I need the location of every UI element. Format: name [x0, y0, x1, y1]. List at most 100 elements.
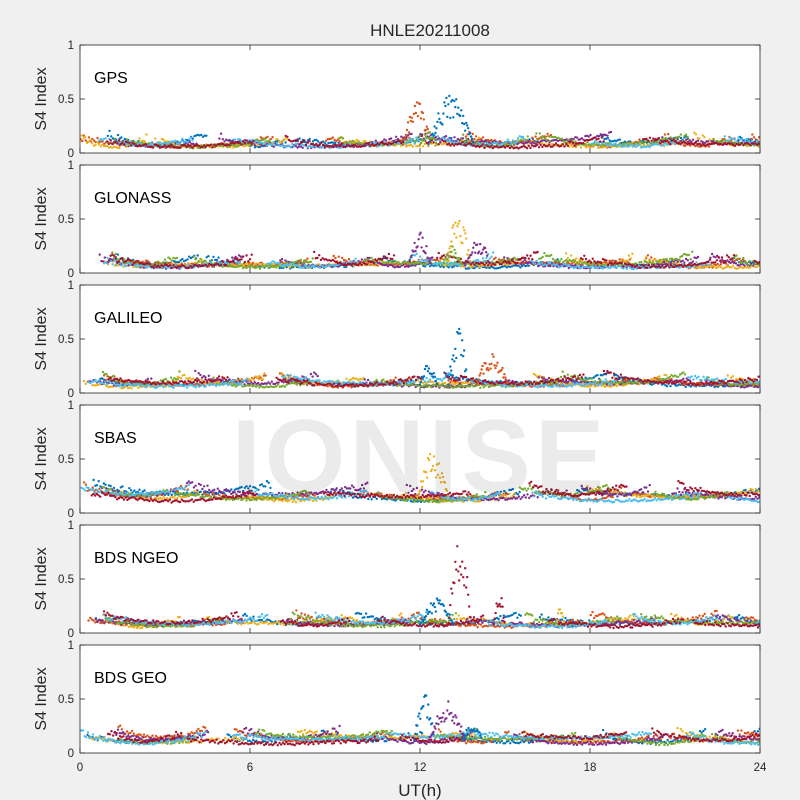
data-point	[657, 261, 660, 264]
data-point	[740, 138, 743, 141]
data-point	[526, 254, 529, 257]
data-point	[583, 254, 586, 257]
data-point	[210, 261, 213, 264]
data-point	[163, 258, 167, 261]
data-point	[600, 262, 603, 265]
data-point	[445, 253, 448, 256]
data-point	[559, 144, 563, 148]
data-point	[680, 263, 683, 267]
data-point	[657, 265, 661, 268]
data-point	[586, 260, 589, 263]
data-point	[565, 142, 568, 146]
data-point	[455, 236, 458, 239]
data-point	[518, 140, 521, 143]
data-point	[123, 143, 126, 146]
data-point	[715, 259, 719, 262]
data-point	[650, 139, 653, 142]
data-point	[519, 138, 523, 142]
data-point	[453, 248, 456, 252]
data-point	[335, 139, 338, 143]
data-point	[415, 101, 419, 104]
data-point	[201, 135, 205, 138]
data-point	[240, 143, 243, 146]
data-point	[504, 140, 508, 144]
data-point	[500, 263, 503, 266]
data-point	[490, 255, 493, 258]
data-point	[233, 138, 236, 141]
data-point	[332, 145, 335, 149]
data-point	[133, 142, 136, 146]
data-point	[675, 262, 679, 266]
data-point	[114, 140, 117, 143]
data-point	[187, 266, 190, 270]
data-point	[410, 116, 414, 120]
data-point	[510, 145, 513, 148]
data-point	[740, 259, 743, 263]
data-point	[337, 255, 340, 258]
data-point	[563, 145, 566, 148]
data-point	[278, 140, 281, 143]
y-tick-label: 0.5	[58, 214, 74, 226]
data-point	[146, 259, 149, 263]
data-point	[369, 140, 372, 143]
data-point	[433, 125, 436, 128]
data-point	[186, 258, 189, 261]
data-point	[677, 258, 680, 262]
data-point	[416, 139, 420, 142]
data-point	[91, 137, 94, 141]
data-point	[218, 137, 221, 140]
data-point	[411, 261, 414, 264]
data-point	[550, 135, 553, 139]
data-point	[292, 145, 296, 148]
data-point	[206, 144, 209, 147]
data-point	[364, 139, 367, 143]
data-point	[592, 142, 595, 145]
data-point	[560, 258, 563, 261]
data-point	[646, 254, 650, 257]
data-point	[274, 144, 277, 147]
data-point	[107, 142, 111, 146]
data-point	[587, 135, 590, 138]
data-point	[492, 251, 495, 254]
data-point	[497, 258, 501, 261]
data-point	[672, 258, 675, 262]
y-tick-label: 0.5	[58, 94, 74, 106]
data-point	[453, 232, 456, 235]
data-point	[300, 266, 303, 269]
data-point	[150, 142, 153, 145]
data-point	[567, 138, 570, 141]
data-point	[707, 260, 710, 264]
data-point	[167, 256, 170, 259]
data-point	[354, 144, 357, 147]
data-point	[596, 146, 600, 149]
data-point	[609, 142, 612, 145]
data-point	[748, 260, 752, 263]
data-point	[311, 264, 315, 267]
data-point	[548, 255, 551, 258]
data-point	[575, 261, 578, 264]
data-point	[688, 263, 691, 266]
data-point	[196, 254, 199, 257]
data-point	[286, 135, 289, 138]
data-point	[113, 145, 116, 148]
data-point	[485, 256, 488, 260]
data-point	[189, 144, 192, 148]
data-point	[648, 145, 651, 149]
data-point	[635, 141, 638, 144]
data-point	[548, 264, 552, 268]
data-point	[458, 256, 461, 260]
data-point	[491, 260, 494, 263]
data-point	[526, 141, 529, 144]
data-point	[427, 257, 430, 260]
data-point	[82, 134, 86, 137]
data-point	[435, 256, 439, 260]
data-point	[457, 222, 460, 225]
data-point	[425, 137, 429, 140]
data-point	[348, 263, 351, 266]
data-point	[519, 266, 522, 269]
data-point	[346, 141, 350, 144]
data-point	[263, 138, 266, 141]
data-point	[520, 263, 523, 266]
data-point	[449, 261, 452, 265]
